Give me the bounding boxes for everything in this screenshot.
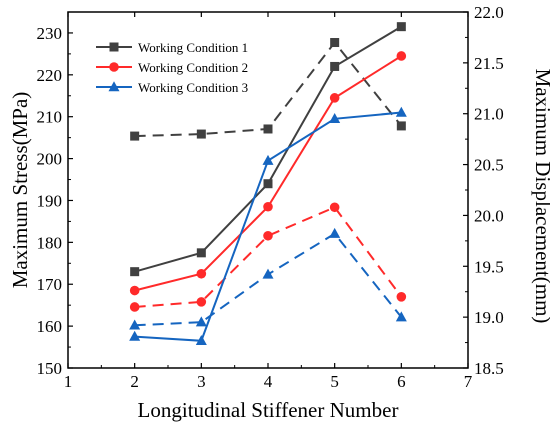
stress-point-series-1 <box>396 22 406 32</box>
displacement-point-series-2 <box>196 297 207 307</box>
stress-point-series-1 <box>196 248 206 258</box>
displacement-point-series-1 <box>330 38 340 48</box>
stress-point-series-3 <box>195 334 207 345</box>
stress-point-series-2 <box>329 93 340 103</box>
x-tick-label: 4 <box>264 372 273 391</box>
displacement-point-series-2 <box>396 292 407 302</box>
stress-point-series-3 <box>329 113 341 123</box>
y-right-tick-label: 19.5 <box>474 257 504 276</box>
y-left-tick-label: 160 <box>37 317 63 336</box>
displacement-point-series-3 <box>195 316 207 327</box>
y-left-tick-label: 200 <box>37 150 63 169</box>
legend-marker-2 <box>109 62 119 72</box>
y-right-tick-label: 18.5 <box>474 359 504 378</box>
displacement-point-series-3 <box>262 268 274 279</box>
stress-point-series-2 <box>263 201 273 212</box>
displacement-point-series-3 <box>129 319 141 330</box>
x-tick-label: 2 <box>130 372 139 391</box>
y-left-tick-label: 170 <box>37 275 63 294</box>
x-tick-label: 5 <box>330 372 339 391</box>
displacement-point-series-2 <box>129 302 140 312</box>
legend-marker-1 <box>109 42 119 52</box>
stress-point-series-1 <box>263 179 273 189</box>
stress-point-series-2 <box>196 268 207 279</box>
stress-point-series-1 <box>330 61 340 71</box>
displacement-point-series-1 <box>263 124 273 134</box>
legend-marker-3 <box>108 81 120 92</box>
y-right-tick-label: 21.0 <box>474 105 504 124</box>
x-tick-label: 1 <box>64 372 73 391</box>
y-left-tick-label: 180 <box>37 233 63 252</box>
displacement-line-series-2 <box>134 206 403 308</box>
stress-point-series-3 <box>262 154 274 165</box>
y-left-tick-label: 150 <box>37 359 63 378</box>
stress-point-series-2 <box>396 51 407 61</box>
y-right-tick-label: 19.0 <box>474 308 504 327</box>
x-axis-title: Longitudinal Stiffener Number <box>138 398 399 422</box>
y-left-tick-label: 190 <box>37 191 63 210</box>
y-left-tick-label: 230 <box>37 24 63 43</box>
stress-point-series-3 <box>129 330 141 341</box>
stress-point-series-2 <box>129 285 140 296</box>
x-tick-label: 3 <box>197 372 206 391</box>
displacement-point-series-3 <box>395 311 407 322</box>
legend-label-3: Working Condition 3 <box>138 80 248 95</box>
legend-label-2: Working Condition 2 <box>138 60 248 75</box>
x-tick-label: 6 <box>397 372 406 391</box>
y-left-axis-title: Maximum Stress(MPa) <box>8 92 32 289</box>
y-right-axis-title: Maximum Displacement(mm) <box>531 69 550 324</box>
displacement-point-series-1 <box>196 129 206 139</box>
plot-frame <box>67 11 469 369</box>
displacement-point-series-2 <box>329 202 340 213</box>
y-right-tick-label: 20.5 <box>474 156 504 175</box>
stress-point-series-3 <box>395 106 407 117</box>
displacement-point-series-1 <box>130 131 140 141</box>
stress-line-series-3 <box>134 111 402 342</box>
y-right-tick-label: 20.0 <box>474 206 504 225</box>
y-left-tick-label: 210 <box>37 108 63 127</box>
stress-point-series-1 <box>130 267 140 277</box>
y-right-tick-label: 21.5 <box>474 54 504 73</box>
displacement-point-series-2 <box>263 230 273 241</box>
displacement-point-series-3 <box>329 227 341 238</box>
legend-label-1: Working Condition 1 <box>138 40 248 55</box>
y-right-tick-label: 22.0 <box>474 3 504 22</box>
y-left-tick-label: 220 <box>37 66 63 85</box>
displacement-point-series-1 <box>396 121 406 131</box>
x-tick-label: 7 <box>464 372 473 391</box>
